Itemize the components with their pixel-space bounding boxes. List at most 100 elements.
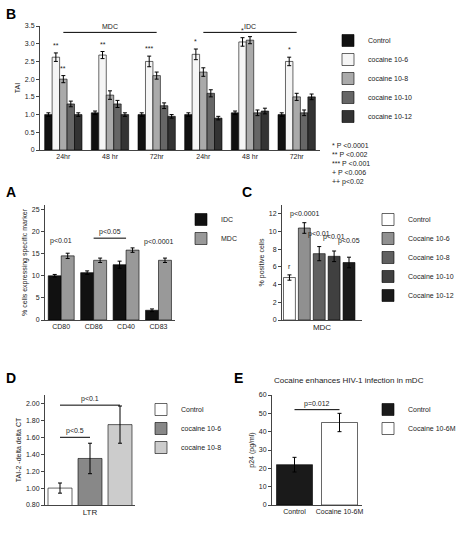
svg-text:p<0.1: p<0.1 [81,395,99,403]
svg-text:48 hr: 48 hr [242,153,259,160]
svg-text:20: 20 [259,465,267,472]
svg-text:CD83: CD83 [150,323,168,330]
svg-text:1.0: 1.0 [25,111,35,118]
svg-text:72hr: 72hr [150,153,165,160]
svg-text:6: 6 [273,263,277,270]
svg-text:A: A [6,184,16,200]
svg-text:p<0.01: p<0.01 [308,230,330,238]
svg-text:r: r [288,263,291,270]
svg-text:1.20: 1.20 [26,468,40,475]
svg-text:IDC: IDC [221,216,233,223]
svg-text:C: C [242,184,252,200]
svg-text:*: * [241,27,244,34]
svg-text:Cocaine 10-10: Cocaine 10-10 [408,273,454,280]
svg-text:MDC: MDC [102,23,118,30]
svg-text:**: ** [53,42,59,49]
svg-text:Cocaine 10-8: Cocaine 10-8 [408,254,450,261]
svg-text:8: 8 [273,246,277,253]
svg-text:30: 30 [259,446,267,453]
svg-text:0: 0 [263,501,267,508]
svg-text:p<0.01: p<0.01 [323,233,345,241]
svg-text:1.80: 1.80 [26,417,40,424]
svg-text:TAI: TAI [14,83,21,93]
svg-text:Control: Control [408,216,431,223]
svg-text:cocaine 10-8: cocaine 10-8 [368,75,408,82]
svg-text:15: 15 [32,250,40,257]
svg-text:p<0.05: p<0.05 [338,237,360,245]
svg-text:*** P <0.001: *** P <0.001 [332,160,370,167]
svg-text:Cocaine 10-6M: Cocaine 10-6M [316,508,364,515]
svg-text:IDC: IDC [244,23,256,30]
svg-text:+ P <0.006: + P <0.006 [332,169,366,176]
svg-text:0.5: 0.5 [25,129,35,136]
svg-text:2: 2 [273,299,277,306]
svg-text:cocaine 10-12: cocaine 10-12 [368,113,412,120]
svg-text:1.5: 1.5 [25,93,35,100]
svg-text:Control: Control [368,37,391,44]
svg-text:10: 10 [269,228,277,235]
svg-text:E: E [234,370,243,386]
svg-text:5: 5 [36,294,40,301]
svg-text:Control: Control [181,406,204,413]
svg-text:MDC: MDC [313,323,331,332]
svg-text:p<0.5: p<0.5 [66,427,84,435]
svg-text:0: 0 [273,316,277,323]
svg-text:LTR: LTR [83,508,98,517]
svg-text:D: D [6,370,16,386]
svg-text:p24 (pg/ml): p24 (pg/ml) [248,432,256,467]
svg-text:12: 12 [269,210,277,217]
svg-text:TAI-2 -delta delta CT: TAI-2 -delta delta CT [15,417,22,482]
svg-text:0: 0 [31,146,35,153]
svg-text:***: *** [145,45,153,52]
svg-text:Cocaine 10-12: Cocaine 10-12 [408,292,454,299]
svg-text:40: 40 [259,428,267,435]
svg-text:Control: Control [283,508,306,515]
svg-text:MDC: MDC [221,235,237,242]
svg-text:1.60: 1.60 [26,434,40,441]
svg-text:++ p<0.02: ++ p<0.02 [332,178,364,186]
svg-text:cocaine 10-10: cocaine 10-10 [368,94,412,101]
svg-text:CD80: CD80 [52,323,70,330]
svg-text:**: ** [100,41,106,48]
svg-text:CD86: CD86 [85,323,103,330]
svg-text:1.00: 1.00 [26,485,40,492]
svg-text:* P <0.0001: * P <0.0001 [332,142,369,149]
svg-text:50: 50 [259,410,267,417]
svg-text:2.5: 2.5 [25,58,35,65]
svg-text:% cells expressing specific ma: % cells expressing specific marker [21,208,29,316]
svg-text:4: 4 [273,281,277,288]
svg-text:*: * [288,46,291,53]
svg-text:72hr: 72hr [290,153,305,160]
svg-text:3.0: 3.0 [25,40,35,47]
svg-text:1.40: 1.40 [26,451,40,458]
svg-text:48 hr: 48 hr [102,153,119,160]
svg-text:p<0.0001: p<0.0001 [144,238,173,246]
svg-text:B: B [6,6,16,22]
svg-text:60: 60 [259,391,267,398]
svg-text:**: ** [60,65,66,72]
svg-text:CD40: CD40 [117,323,135,330]
svg-text:0: 0 [36,316,40,323]
svg-text:p<0.01: p<0.01 [50,237,72,245]
svg-text:cocaine 10-6: cocaine 10-6 [181,425,221,432]
svg-text:25: 25 [32,206,40,213]
svg-text:10: 10 [32,272,40,279]
svg-text:p=0.012: p=0.012 [304,400,330,408]
svg-text:% positive cells: % positive cells [258,238,266,286]
svg-text:cocaine 10-6: cocaine 10-6 [368,56,408,63]
svg-text:p<0.05: p<0.05 [99,228,121,236]
svg-text:p<0.0001: p<0.0001 [290,210,319,218]
svg-text:10: 10 [259,483,267,490]
svg-text:Cocaine 10-6: Cocaine 10-6 [408,235,450,242]
svg-text:24hr: 24hr [196,153,211,160]
svg-text:Cocaine enhances HIV-1 infecti: Cocaine enhances HIV-1 infection in mDC [274,376,424,385]
svg-text:** P <0.002: ** P <0.002 [332,151,368,158]
svg-text:2.0: 2.0 [25,76,35,83]
svg-text:Cocaine 10-6M: Cocaine 10-6M [408,425,456,432]
svg-text:cocaine 10-8: cocaine 10-8 [181,444,221,451]
svg-text:Control: Control [408,406,431,413]
svg-text:*: * [194,38,197,45]
svg-text:24hr: 24hr [56,153,71,160]
svg-text:0.80: 0.80 [26,501,40,508]
svg-text:20: 20 [32,228,40,235]
